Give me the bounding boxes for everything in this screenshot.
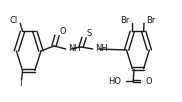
Text: Br: Br	[120, 16, 130, 25]
Text: NH: NH	[96, 44, 108, 53]
Text: Br: Br	[146, 16, 156, 25]
Text: O: O	[59, 27, 66, 36]
Text: NH: NH	[68, 44, 81, 53]
Text: S: S	[86, 29, 92, 38]
Text: O: O	[145, 77, 152, 86]
Text: HO: HO	[108, 77, 121, 86]
Text: I: I	[19, 79, 22, 88]
Text: Cl: Cl	[10, 16, 18, 25]
